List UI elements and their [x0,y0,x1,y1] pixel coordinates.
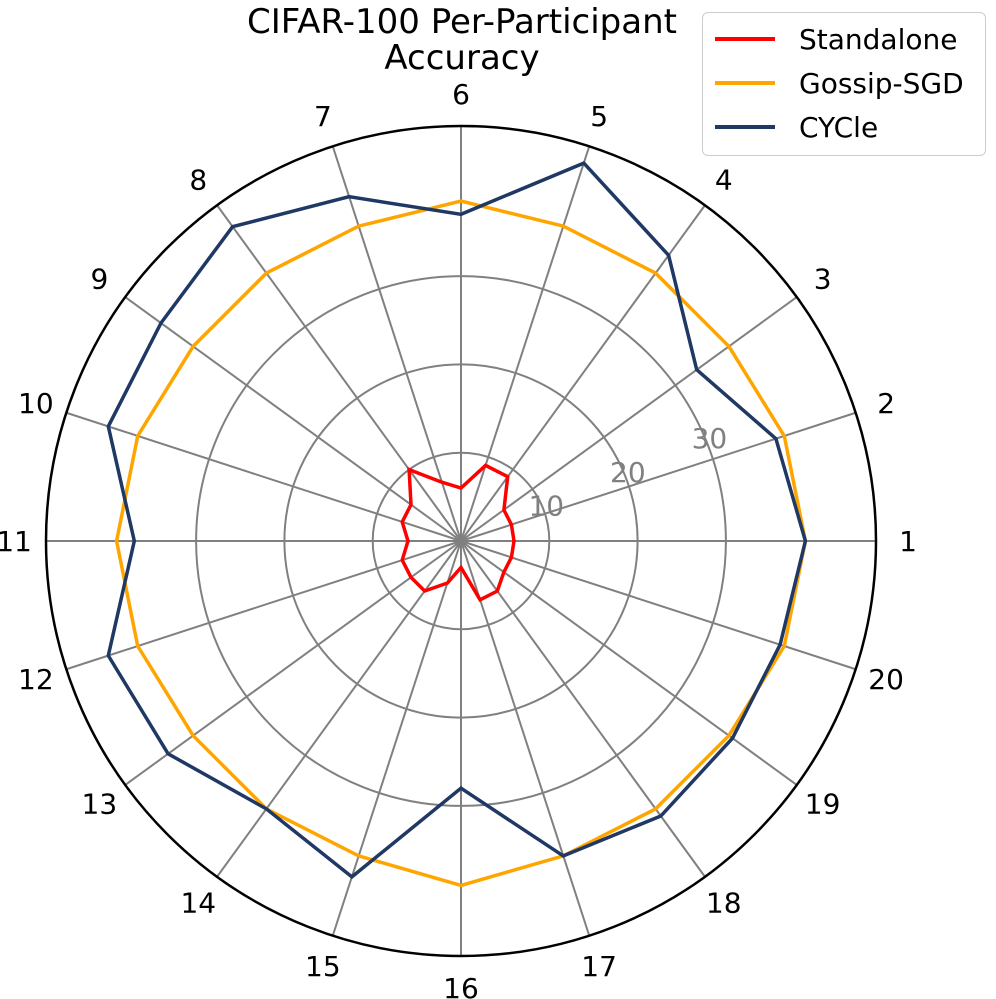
legend-swatch-cycle [715,125,775,129]
radial-tick-label-20: 20 [610,456,646,489]
category-label-9: 9 [90,262,108,295]
legend-label-cycle: CYCle [799,110,879,144]
category-label-18: 18 [706,887,742,920]
category-label-7: 7 [314,100,332,133]
series-line-cycle [106,161,808,880]
spoke-7 [331,146,462,542]
legend-label-standalone: Standalone [799,22,958,56]
legend-label-gossip-sgd: Gossip-SGD [799,66,964,100]
radial-tick-label-30: 30 [692,422,728,455]
category-label-10: 10 [18,387,54,420]
spoke-5 [460,146,591,542]
category-label-1: 1 [899,525,917,558]
spoke-18 [460,540,706,878]
grid-ring-30 [195,275,727,807]
outer-ring [44,124,878,958]
category-label-19: 19 [805,788,841,821]
category-label-14: 14 [180,887,216,920]
legend-swatch-standalone [715,37,775,41]
series-line-gossip-sgd [114,199,808,888]
legend: Standalone Gossip-SGD CYCle [702,12,986,156]
category-label-13: 13 [82,788,118,821]
category-label-2: 2 [877,387,895,420]
spoke-14 [216,540,462,878]
spoke-9 [124,296,462,542]
category-label-20: 20 [868,663,904,696]
spoke-19 [460,540,798,786]
spoke-4 [460,204,706,542]
spoke-8 [216,204,462,542]
spoke-15 [331,540,462,936]
series-line-standalone [400,463,516,603]
legend-swatch-gossip-sgd [715,81,775,85]
category-label-11: 11 [0,525,32,558]
spoke-2 [460,411,856,542]
legend-item-gossip-sgd: Gossip-SGD [715,65,964,101]
category-label-16: 16 [443,972,479,999]
category-label-5: 5 [590,100,608,133]
category-label-3: 3 [814,262,832,295]
category-label-12: 12 [18,663,54,696]
category-label-15: 15 [305,950,341,983]
chart-title: CIFAR-100 Per-Participant Accuracy [232,4,692,76]
category-label-17: 17 [581,950,617,983]
category-label-8: 8 [189,163,207,196]
category-label-4: 4 [715,163,733,196]
chart-title-line-1: CIFAR-100 Per-Participant [247,2,677,42]
spoke-13 [124,540,462,786]
spoke-17 [460,540,591,936]
legend-item-cycle: CYCle [715,109,878,145]
spoke-12 [66,540,462,671]
spoke-10 [66,411,462,542]
spoke-3 [460,296,798,542]
legend-item-standalone: Standalone [715,21,957,57]
chart-title-line-2: Accuracy [384,38,540,78]
category-label-6: 6 [452,78,470,111]
grid-ring-10 [371,451,551,631]
grid-ring-20 [283,363,639,719]
spoke-20 [460,540,856,671]
radial-tick-label-10: 10 [528,490,564,523]
